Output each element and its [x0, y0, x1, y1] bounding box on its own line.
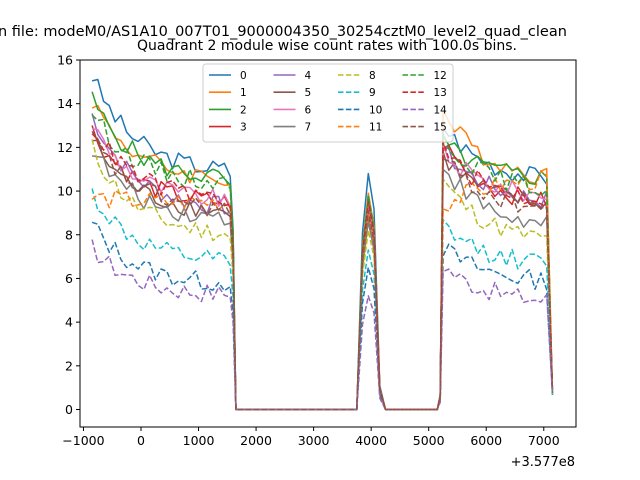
- legend-label: 0: [240, 70, 247, 82]
- legend-label: 7: [305, 122, 312, 134]
- legend-label: 12: [434, 70, 447, 82]
- legend-frame: [202, 63, 454, 143]
- x-axis: −1000 0 1000 2000 3000 4000 5000 6000 7000: [62, 427, 560, 448]
- legend-label: 15: [434, 122, 447, 134]
- legend-label: 10: [369, 104, 382, 116]
- x-tick-label: 7000: [528, 433, 560, 448]
- plot-area-frame: [79, 59, 577, 428]
- y-tick-label: 8: [65, 227, 73, 242]
- legend-label: 9: [369, 87, 376, 99]
- legend-label: 13: [434, 87, 447, 99]
- chart-title: Quadrant 2 module wise count rates with …: [137, 38, 517, 54]
- series-line-9: [91, 188, 554, 411]
- y-tick-label: 6: [65, 271, 73, 286]
- x-tick-label: 1000: [183, 433, 215, 448]
- legend-label: 1: [240, 87, 247, 99]
- series-line-4: [91, 113, 554, 411]
- x-tick-label: 5000: [413, 433, 445, 448]
- series-line-15: [91, 130, 554, 411]
- series-line-3: [91, 125, 554, 411]
- y-tick-label: 4: [65, 315, 73, 330]
- y-tick-label: 2: [65, 358, 73, 373]
- y-tick-label: 10: [57, 184, 73, 199]
- legend-label: 2: [240, 104, 247, 116]
- x-tick-label: 3000: [298, 433, 330, 448]
- y-tick-label: 12: [57, 140, 73, 155]
- series-line-14: [91, 239, 554, 411]
- y-tick-label: 0: [65, 402, 73, 417]
- legend-label: 3: [240, 122, 247, 134]
- y-axis: 0 2 4 6 8 10 12 14 16: [57, 53, 80, 417]
- y-tick-label: 16: [57, 53, 73, 68]
- legend-label: 5: [305, 87, 312, 99]
- series-line-10: [91, 221, 554, 411]
- x-tick-label: 2000: [240, 433, 272, 448]
- x-tick-label: 4000: [355, 433, 387, 448]
- legend-label: 11: [369, 122, 382, 134]
- legend-label: 6: [305, 104, 312, 116]
- figure-suptitle: n file: modeM0/AS1A10_007T01_9000004350_…: [0, 24, 567, 40]
- x-offset-label: +3.577e8: [511, 455, 575, 470]
- y-tick-label: 14: [57, 96, 73, 111]
- series-line-1: [91, 104, 554, 411]
- x-tick-label: 0: [137, 433, 145, 448]
- legend-label: 14: [434, 104, 448, 116]
- x-tick-label: −1000: [62, 433, 104, 448]
- legend-label: 8: [369, 70, 376, 82]
- legend-label: 4: [305, 70, 312, 82]
- x-tick-label: 6000: [470, 433, 502, 448]
- series-layer: [91, 78, 554, 411]
- series-line-13: [91, 133, 554, 411]
